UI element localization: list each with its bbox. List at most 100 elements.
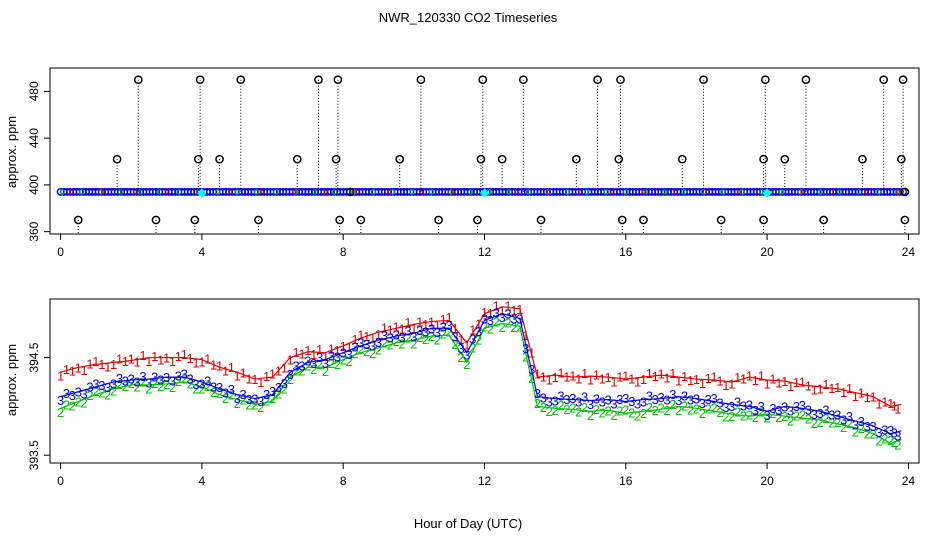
point-label: 2	[239, 392, 246, 407]
baseline-point-green	[525, 189, 532, 195]
point-label: 3	[699, 396, 706, 411]
flagged-point	[571, 154, 581, 164]
flagged-point	[900, 187, 910, 197]
point-label: 1	[822, 377, 829, 392]
flagged-point	[194, 154, 203, 164]
point-label: 1	[546, 372, 553, 387]
point-label: 3	[557, 388, 564, 403]
baseline-point-red	[450, 189, 455, 195]
point-label: 2	[858, 421, 865, 436]
point-label: 1	[187, 351, 194, 366]
point-label: 2	[758, 404, 765, 419]
x-tick-label: 4	[199, 474, 206, 488]
baseline-point-red	[736, 189, 741, 195]
point-label: 1	[746, 368, 753, 383]
point-label: 1	[628, 371, 635, 386]
point-label: 3	[510, 312, 517, 327]
point-label: 2	[451, 337, 458, 352]
point-label: 1	[81, 363, 88, 378]
point-label: 3	[110, 377, 117, 392]
point-label: 2	[210, 385, 217, 400]
point-label: 2	[610, 408, 617, 423]
point-label: 3	[422, 325, 429, 340]
point-label: 1	[381, 320, 388, 335]
point-label: 3	[175, 368, 182, 383]
point-label: 3	[722, 400, 729, 415]
point-label: 1	[887, 396, 894, 411]
point-label: 1	[610, 374, 617, 389]
point-label: 3	[104, 380, 111, 395]
point-label: 1	[599, 372, 606, 387]
point-label: 2	[128, 376, 135, 391]
point-label: 3	[740, 399, 747, 414]
point-label: 3	[693, 392, 700, 407]
baseline-point-red	[895, 189, 900, 195]
x-tick-label: 20	[760, 474, 774, 488]
point-label: 2	[816, 415, 823, 430]
baseline-point-green	[603, 189, 610, 195]
point-label: 3	[891, 426, 898, 441]
point-label: 3	[869, 419, 876, 434]
point-label: 2	[357, 342, 364, 357]
point-label: 1	[528, 346, 535, 361]
point-label: 1	[340, 339, 347, 354]
point-label: 1	[351, 332, 358, 347]
point-label: 2	[469, 341, 476, 356]
baseline-point-red	[641, 189, 646, 195]
point-label: 3	[881, 422, 888, 437]
point-label: 1	[410, 321, 417, 336]
point-label: 3	[781, 399, 788, 414]
point-label: 3	[575, 395, 582, 410]
point-label: 1	[787, 379, 794, 394]
baseline-point-green	[564, 189, 571, 195]
point-label: 2	[134, 380, 141, 395]
flagged-point	[617, 215, 627, 225]
point-label: 1	[740, 372, 747, 387]
point-label: 3	[269, 384, 276, 399]
point-label: 3	[57, 393, 64, 408]
point-label: 1	[563, 369, 570, 384]
point-label: 1	[793, 375, 800, 390]
point-label: 2	[322, 364, 329, 379]
point-label: 2	[363, 344, 370, 359]
point-label: 2	[728, 409, 735, 424]
point-label: 2	[63, 397, 70, 412]
point-label: 1	[251, 372, 258, 387]
point-label: 2	[693, 401, 700, 416]
point-label: 2	[769, 406, 776, 421]
point-label: 1	[834, 380, 841, 395]
point-label: 3	[75, 385, 82, 400]
baseline-point	[896, 188, 904, 196]
point-label: 3	[416, 323, 423, 338]
point-label: 2	[499, 320, 506, 335]
point-label: 2	[416, 330, 423, 345]
point-label: 3	[528, 362, 535, 377]
point-label: 2	[699, 406, 706, 421]
point-label: 3	[116, 371, 123, 386]
baseline-points	[56, 188, 908, 196]
point-label: 3	[381, 328, 388, 343]
point-label: 3	[669, 387, 676, 402]
point-label: 1	[828, 381, 835, 396]
baseline-point-green	[467, 189, 474, 195]
point-label: 1	[658, 366, 665, 381]
point-label: 1	[710, 370, 717, 385]
point-label: 2	[75, 395, 82, 410]
point-label: 2	[334, 357, 341, 372]
point-label: 3	[481, 312, 488, 327]
point-label: 2	[398, 337, 405, 352]
point-label: 1	[139, 348, 146, 363]
point-label: 3	[758, 399, 765, 414]
baseline-point-green	[234, 189, 240, 195]
point-label: 3	[593, 391, 600, 406]
point-label: 2	[546, 404, 553, 419]
point-label: 2	[422, 332, 429, 347]
panel-1-scatter: 0 4 8 12 16 20 24 360 400 440 480	[27, 67, 920, 259]
point-label: 3	[716, 395, 723, 410]
point-label: 3	[139, 369, 146, 384]
baseline-point-red	[100, 189, 106, 195]
point-label: 1	[716, 374, 723, 389]
point-label: 2	[622, 403, 629, 418]
point-label: 3	[187, 372, 194, 387]
